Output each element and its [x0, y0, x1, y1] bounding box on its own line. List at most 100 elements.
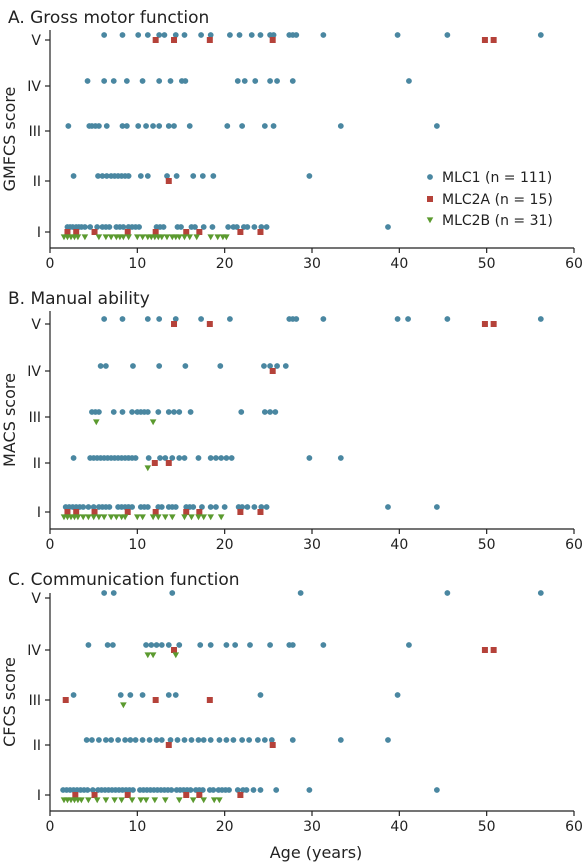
- point-mlc1: [145, 455, 152, 461]
- point-mlc1: [85, 642, 92, 648]
- point-mlc1: [223, 455, 230, 461]
- point-mlc2a: [490, 647, 497, 653]
- point-mlc1: [195, 737, 202, 743]
- x-axis-title: Age (years): [270, 843, 363, 862]
- point-mlc1: [199, 787, 206, 793]
- point-mlc1: [226, 787, 232, 793]
- point-mlc2b: [163, 234, 171, 241]
- legend-marker-mlc2b: [426, 217, 434, 224]
- point-mlc2a: [73, 229, 80, 235]
- point-mlc1: [243, 787, 250, 793]
- y-tick-label: V: [31, 591, 41, 607]
- y-tick-label: I: [37, 788, 41, 804]
- y-axis-title: MACS score: [0, 373, 19, 467]
- point-mlc1: [165, 692, 172, 698]
- point-mlc1: [89, 737, 95, 743]
- point-mlc1: [232, 642, 239, 648]
- point-mlc2b: [207, 514, 214, 521]
- point-mlc1: [433, 504, 440, 510]
- point-mlc2b: [216, 797, 223, 804]
- point-mlc1: [433, 123, 440, 129]
- point-mlc1: [234, 787, 241, 793]
- point-mlc1: [182, 363, 189, 369]
- point-mlc1: [101, 32, 108, 38]
- point-mlc1: [123, 123, 130, 129]
- point-mlc1: [82, 224, 88, 230]
- point-mlc1: [385, 504, 391, 510]
- point-mlc1: [181, 32, 188, 38]
- point-mlc1: [96, 737, 102, 743]
- point-mlc2a: [152, 229, 159, 235]
- point-mlc1: [289, 642, 296, 648]
- point-mlc1: [158, 737, 165, 743]
- x-tick-label: 20: [216, 819, 234, 835]
- point-mlc1: [156, 363, 163, 369]
- point-mlc1: [135, 123, 142, 129]
- point-mlc1: [165, 409, 172, 415]
- point-mlc1: [167, 78, 174, 84]
- point-mlc1: [241, 78, 248, 84]
- point-mlc2a: [152, 37, 159, 43]
- y-tick-label: V: [31, 317, 41, 333]
- point-mlc1: [87, 224, 94, 230]
- point-mlc1: [97, 363, 104, 369]
- point-mlc1: [197, 642, 204, 648]
- point-mlc2a: [165, 742, 172, 748]
- point-mlc2b: [120, 702, 127, 709]
- point-mlc2a: [490, 37, 497, 43]
- point-mlc1: [207, 737, 214, 743]
- point-mlc1: [103, 173, 110, 179]
- point-mlc1: [162, 455, 169, 461]
- point-mlc1: [320, 316, 327, 322]
- point-mlc2b: [207, 234, 214, 241]
- point-mlc1: [213, 455, 219, 461]
- point-mlc2b: [162, 797, 169, 804]
- point-mlc1: [187, 787, 194, 793]
- point-mlc1: [104, 642, 111, 648]
- x-tick-label: 40: [390, 537, 408, 553]
- point-mlc2b: [210, 797, 218, 804]
- panel-title: A. Gross motor function: [8, 8, 209, 28]
- point-mlc2a: [64, 229, 71, 235]
- point-mlc1: [236, 32, 243, 38]
- point-mlc2b: [93, 419, 100, 426]
- point-mlc1: [267, 409, 273, 415]
- point-mlc1: [192, 224, 198, 230]
- point-mlc1: [210, 787, 217, 793]
- point-mlc2a: [91, 229, 98, 235]
- point-mlc1: [234, 78, 241, 84]
- point-mlc1: [394, 32, 401, 38]
- point-mlc1: [210, 173, 217, 179]
- point-mlc1: [132, 737, 139, 743]
- point-mlc1: [293, 316, 300, 322]
- point-mlc2b: [149, 652, 157, 659]
- point-mlc2b: [95, 234, 103, 241]
- point-mlc2b: [107, 234, 115, 241]
- point-mlc1: [394, 316, 401, 322]
- point-mlc2b: [193, 234, 200, 241]
- point-mlc2b: [85, 514, 92, 521]
- point-mlc2a: [124, 509, 131, 515]
- point-mlc1: [181, 737, 188, 743]
- point-mlc2a: [72, 792, 79, 798]
- point-mlc2b: [78, 797, 85, 804]
- point-mlc2b: [81, 234, 89, 241]
- point-mlc1: [216, 737, 223, 743]
- point-mlc1: [70, 692, 77, 698]
- point-mlc2b: [223, 234, 230, 241]
- point-mlc2a: [257, 509, 264, 515]
- point-mlc2b: [149, 514, 157, 521]
- point-mlc1: [270, 32, 277, 38]
- point-mlc2b: [118, 797, 125, 804]
- point-mlc1: [406, 642, 412, 648]
- point-mlc1: [110, 590, 117, 596]
- point-mlc1: [207, 642, 214, 648]
- point-mlc1: [144, 316, 151, 322]
- point-mlc2a: [64, 509, 71, 515]
- point-mlc1: [238, 409, 245, 415]
- point-mlc1: [165, 642, 172, 648]
- point-mlc1: [207, 455, 214, 461]
- legend-label: MLC2A (n = 15): [442, 192, 553, 208]
- point-mlc1: [267, 78, 273, 84]
- point-mlc2b: [85, 797, 92, 804]
